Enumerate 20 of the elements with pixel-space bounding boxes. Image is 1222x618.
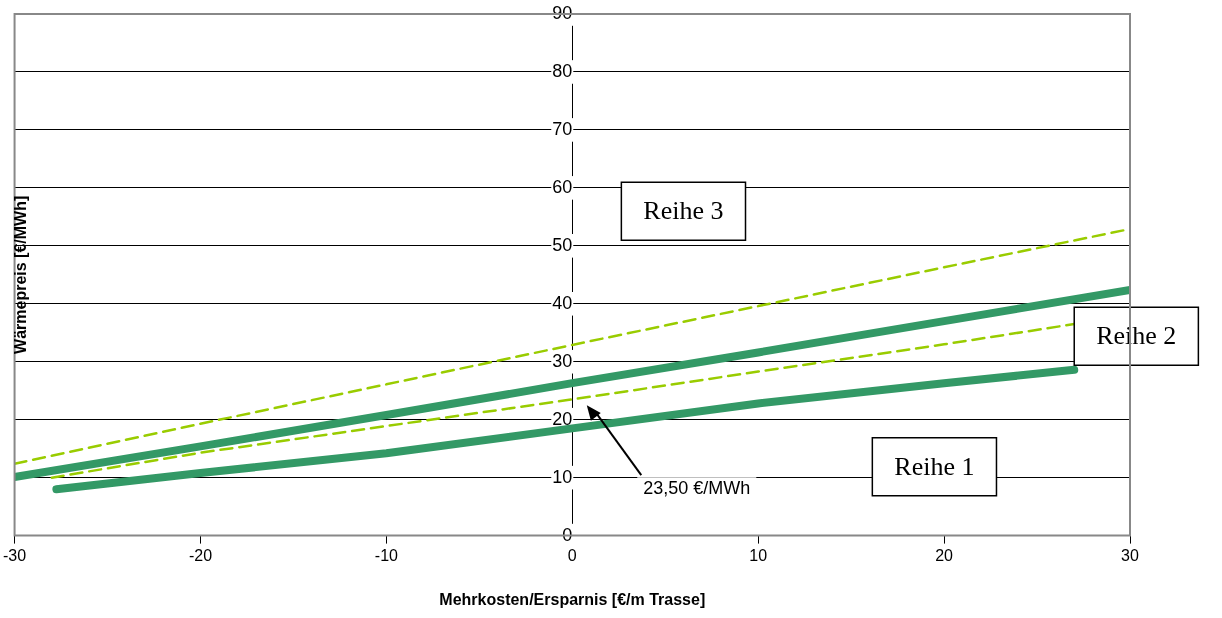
x-axis-title: Mehrkosten/Ersparnis [€/m Trasse] — [439, 590, 706, 608]
x-tick-label: -10 — [374, 546, 399, 564]
y-tick-label: 70 — [552, 118, 573, 139]
y-tick-label: 60 — [552, 176, 573, 197]
y-tick-label: 80 — [552, 60, 573, 81]
annotation: Reihe 2 — [1096, 321, 1177, 351]
annotation: Reihe 1 — [894, 451, 975, 481]
y-tick-label: 20 — [552, 408, 573, 429]
annotation: Reihe 3 — [643, 195, 724, 225]
x-tick-label: 20 — [935, 546, 954, 564]
y-tick-label: 50 — [552, 234, 573, 255]
x-tick-label: -30 — [3, 546, 27, 564]
y-tick-label: 30 — [552, 350, 573, 371]
y-axis-title: Wärmepreis [€/MWh] — [12, 195, 30, 354]
y-tick-label: 10 — [552, 466, 573, 487]
annotation: 23,50 €/MWh — [643, 478, 751, 499]
y-tick-label: 40 — [552, 292, 573, 313]
x-tick-label: 30 — [1121, 546, 1139, 564]
x-tick-label: 10 — [749, 546, 768, 564]
x-tick-label: -20 — [188, 546, 213, 564]
